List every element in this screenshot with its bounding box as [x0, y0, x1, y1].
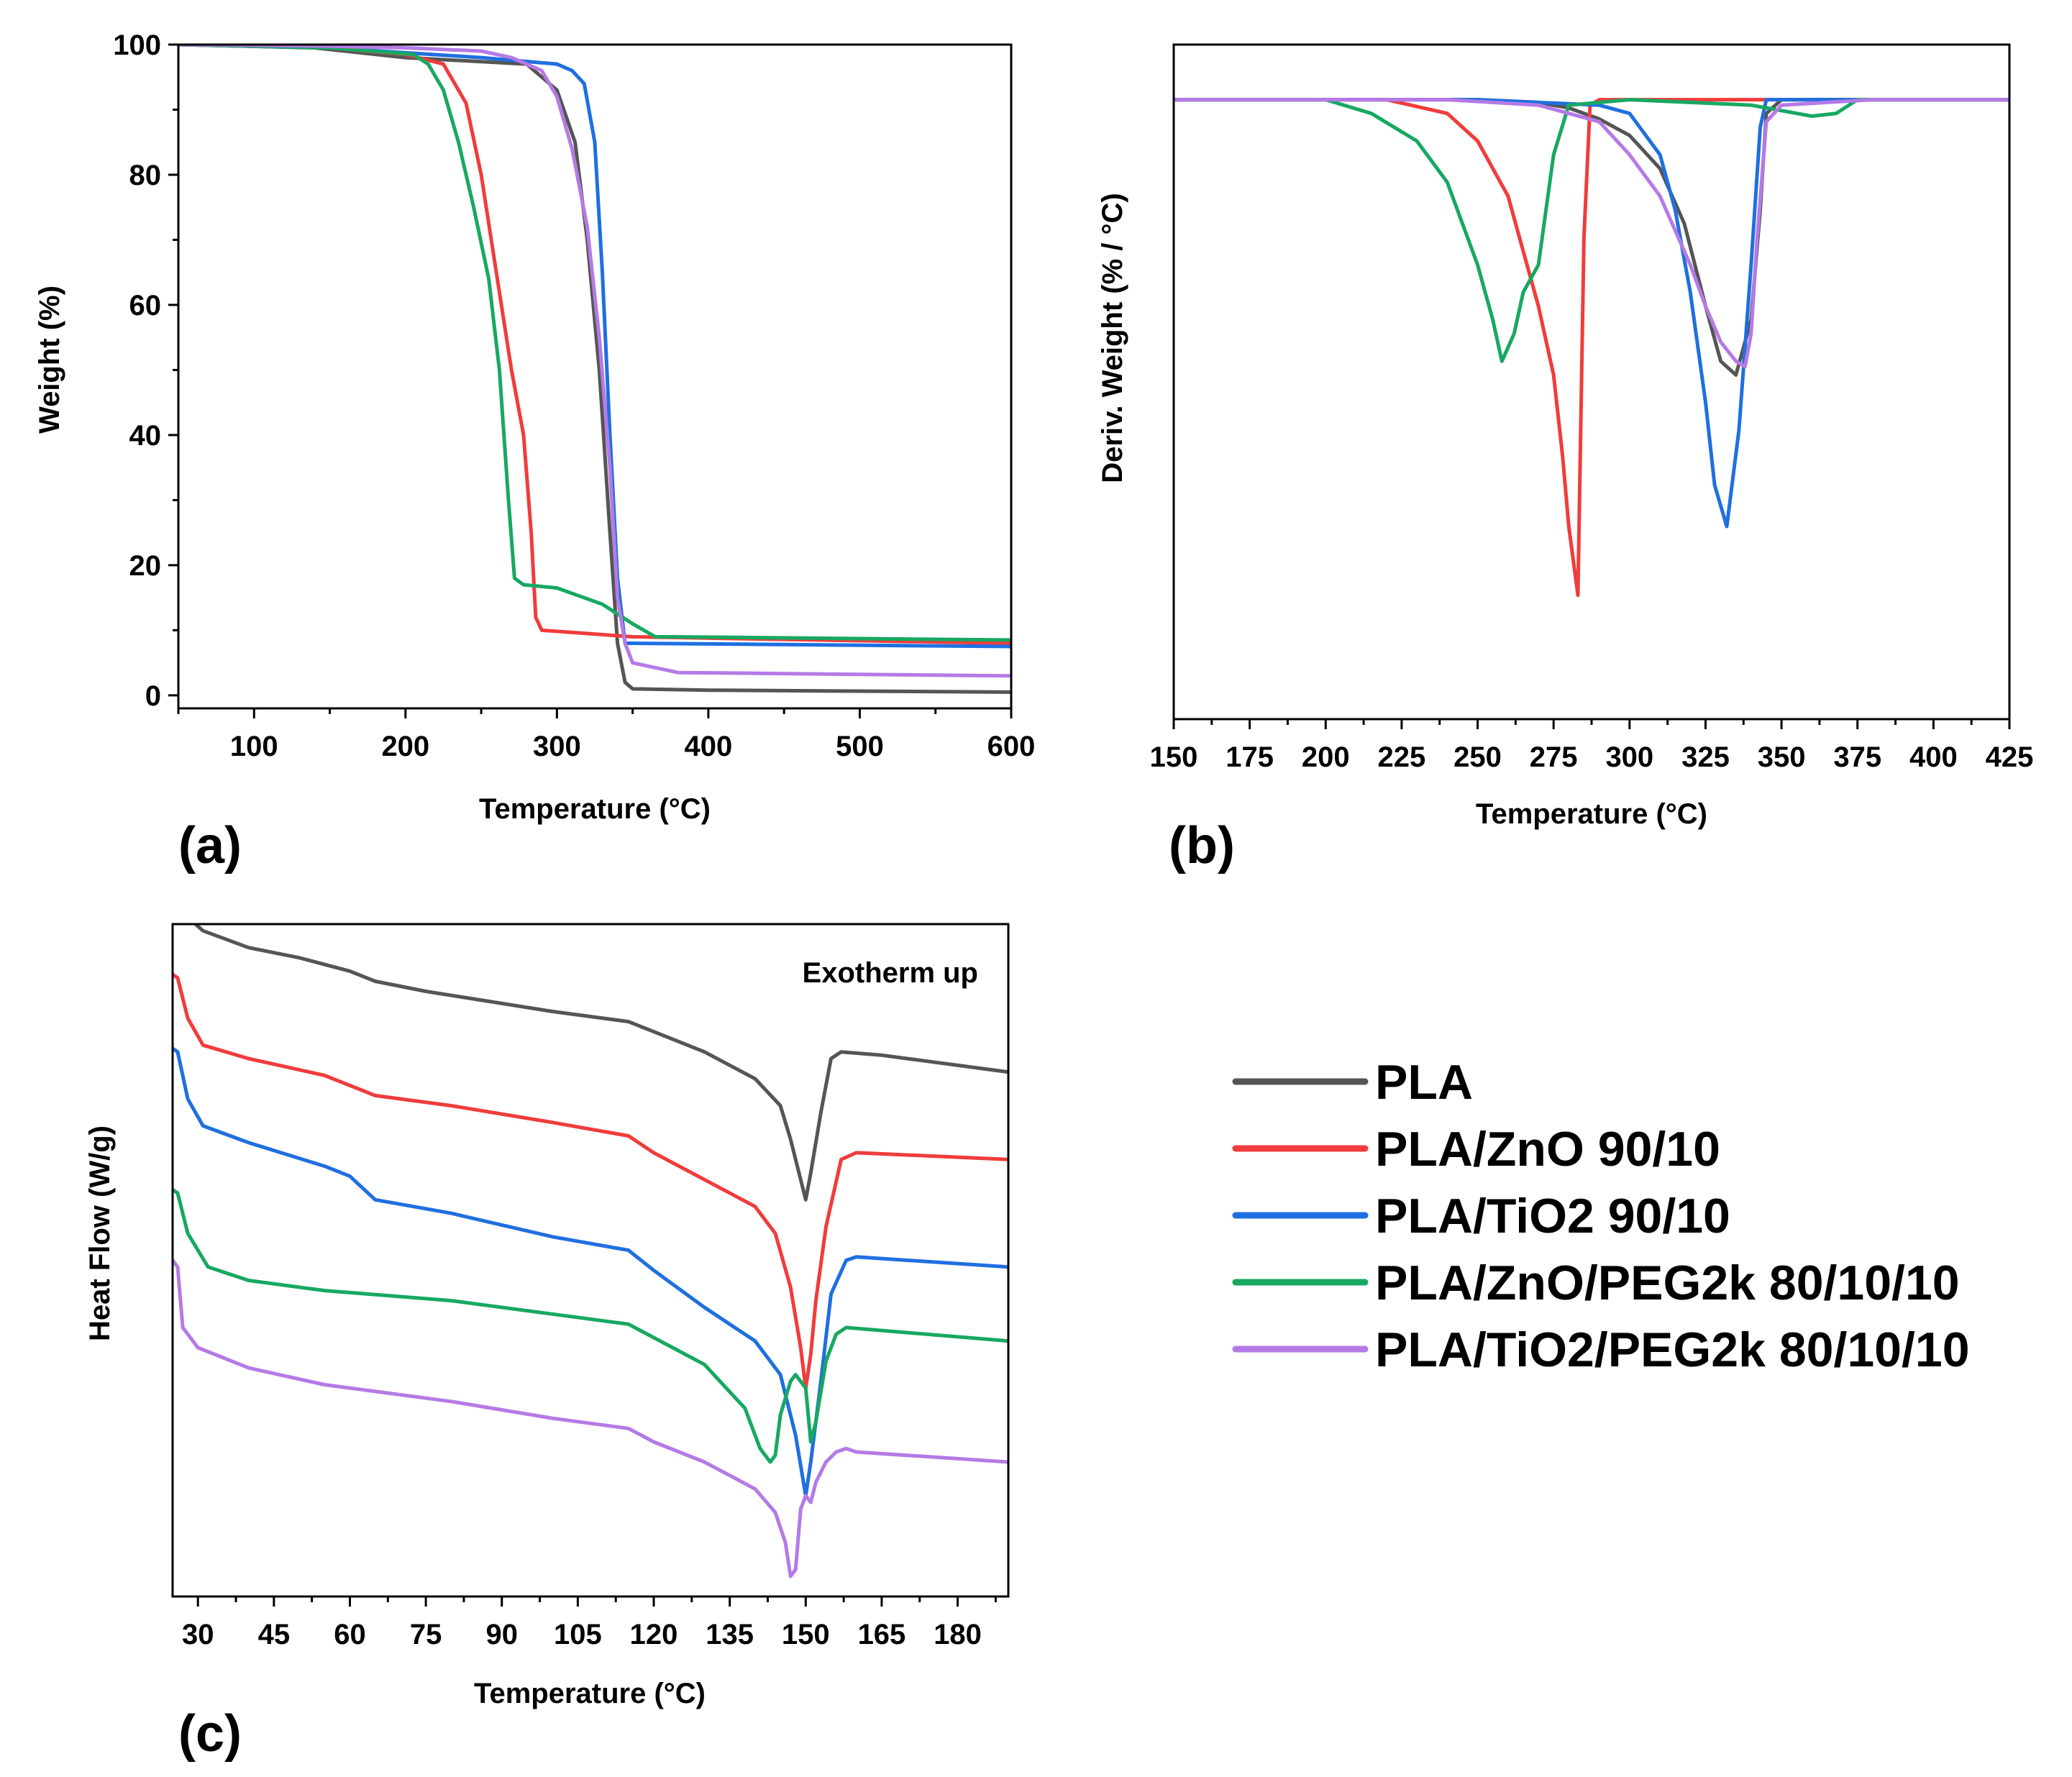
x-tick-label: 180 [934, 1619, 982, 1650]
exotherm-annotation: Exotherm up [803, 957, 978, 989]
panel-c-frame [171, 923, 1010, 1598]
legend-entry: PLA/TiO2 90/10 [1232, 1189, 1730, 1243]
x-tick-label: 425 [1986, 741, 2034, 773]
legend-label: PLA/TiO2/PEG2k 80/10/10 [1375, 1323, 1970, 1377]
panel-a-frame [177, 43, 1013, 710]
x-tick-label: 90 [486, 1619, 519, 1650]
series-line [1174, 98, 2009, 369]
panel-c-x-axis-title: Temperature (°C) [474, 1678, 706, 1709]
panel-b-x-axis-title: Temperature (°C) [1476, 798, 1707, 830]
panel-c-dsc: 30 45 60 75 90 105 120 135 150 165 180 Exotherm up… [84, 923, 1010, 1763]
x-tick-label: 500 [836, 731, 884, 762]
x-tick-label: 325 [1681, 741, 1730, 773]
legend-entry: PLA/TiO2/PEG2k 80/10/10 [1232, 1323, 1970, 1377]
y-tick-label: 100 [113, 29, 161, 61]
x-tick-label: 120 [630, 1619, 678, 1650]
y-tick-label: 0 [145, 680, 161, 712]
panel-b-label: (b) [1169, 817, 1235, 874]
panel-a-y-axis-title: Weight (%) [34, 285, 65, 434]
x-tick-label: 300 [1605, 741, 1653, 773]
legend-entry: PLA/ZnO 90/10 [1232, 1122, 1720, 1177]
legend-label: PLA/ZnO 90/10 [1375, 1122, 1720, 1177]
x-tick-label: 275 [1530, 741, 1578, 773]
x-tick-label: 225 [1378, 741, 1426, 773]
x-tick-label: 300 [533, 731, 581, 762]
series-line [173, 1258, 1008, 1579]
panel-a-x-axis-title: Temperature (°C) [479, 793, 711, 825]
panel-c-y-axis-title: Heat Flow (W/g) [84, 1125, 116, 1341]
panel-b-dtg: 150 175 200 225 250 275 300 325 350 375 400 425 Tem… [1097, 43, 2034, 874]
x-tick-label: 75 [410, 1619, 442, 1650]
series-line [1174, 98, 2009, 598]
panel-c-label: (c) [178, 1705, 242, 1763]
series-line [1174, 98, 2009, 529]
panel-b-y-axis-title: Deriv. Weight (% / °C) [1097, 193, 1128, 483]
x-tick-label: 150 [1150, 741, 1198, 773]
legend-entry: PLA [1232, 1055, 1473, 1110]
x-tick-label: 100 [230, 731, 278, 762]
series-line [173, 972, 1008, 1390]
x-tick-label: 200 [1302, 741, 1350, 773]
y-tick-label: 60 [129, 290, 162, 321]
x-tick-label: 150 [782, 1619, 830, 1650]
series-line [192, 924, 1008, 1202]
panel-c-ticks: 30 45 60 75 90 105 120 135 150 165 180 [182, 1596, 997, 1650]
series-line [173, 1046, 1008, 1498]
x-tick-label: 175 [1226, 741, 1274, 773]
series-line [178, 45, 1011, 649]
series-line [178, 45, 1011, 678]
x-tick-label: 350 [1758, 741, 1806, 773]
panel-c-lines [173, 924, 1008, 1579]
x-tick-label: 30 [182, 1619, 214, 1650]
series-line [1174, 98, 2009, 377]
y-tick-label: 40 [129, 420, 162, 452]
panel-a-tga: 100 200 300 400 500 600 0 20 40 60 80 100 Temperatu… [34, 29, 1035, 874]
x-tick-label: 250 [1453, 741, 1502, 773]
legend-label: PLA/ZnO/PEG2k 80/10/10 [1375, 1256, 1960, 1310]
legend-entry: PLA/ZnO/PEG2k 80/10/10 [1232, 1256, 1960, 1310]
series-line [173, 1187, 1008, 1464]
x-tick-label: 400 [685, 731, 733, 762]
legend-label: PLA [1375, 1055, 1473, 1110]
panel-b-ticks: 150 175 200 225 250 275 300 325 350 375 400 425 [1150, 719, 2034, 773]
x-tick-label: 45 [258, 1619, 291, 1650]
panel-a-ticks: 100 200 300 400 500 600 0 20 40 60 80 100 [113, 29, 1035, 762]
x-tick-label: 60 [334, 1619, 366, 1650]
series-line [178, 45, 1011, 642]
x-tick-label: 105 [554, 1619, 602, 1650]
x-tick-label: 200 [381, 731, 429, 762]
x-tick-label: 165 [858, 1619, 906, 1650]
panel-a-lines [178, 45, 1011, 694]
y-tick-label: 80 [129, 160, 162, 191]
legend-label: PLA/TiO2 90/10 [1375, 1189, 1730, 1243]
y-tick-label: 20 [129, 550, 162, 582]
x-tick-label: 135 [706, 1619, 754, 1650]
series-line [1174, 98, 2009, 363]
panel-b-lines [1174, 98, 2009, 598]
panel-a-label: (a) [178, 817, 242, 874]
x-tick-label: 600 [987, 731, 1036, 762]
x-tick-label: 375 [1833, 741, 1881, 773]
panel-b-frame [1172, 43, 2011, 721]
legend: PLA PLA/ZnO 90/10 PLA/TiO2 90/10 PLA/ZnO… [1232, 1055, 1970, 1377]
x-tick-label: 400 [1909, 741, 1958, 773]
